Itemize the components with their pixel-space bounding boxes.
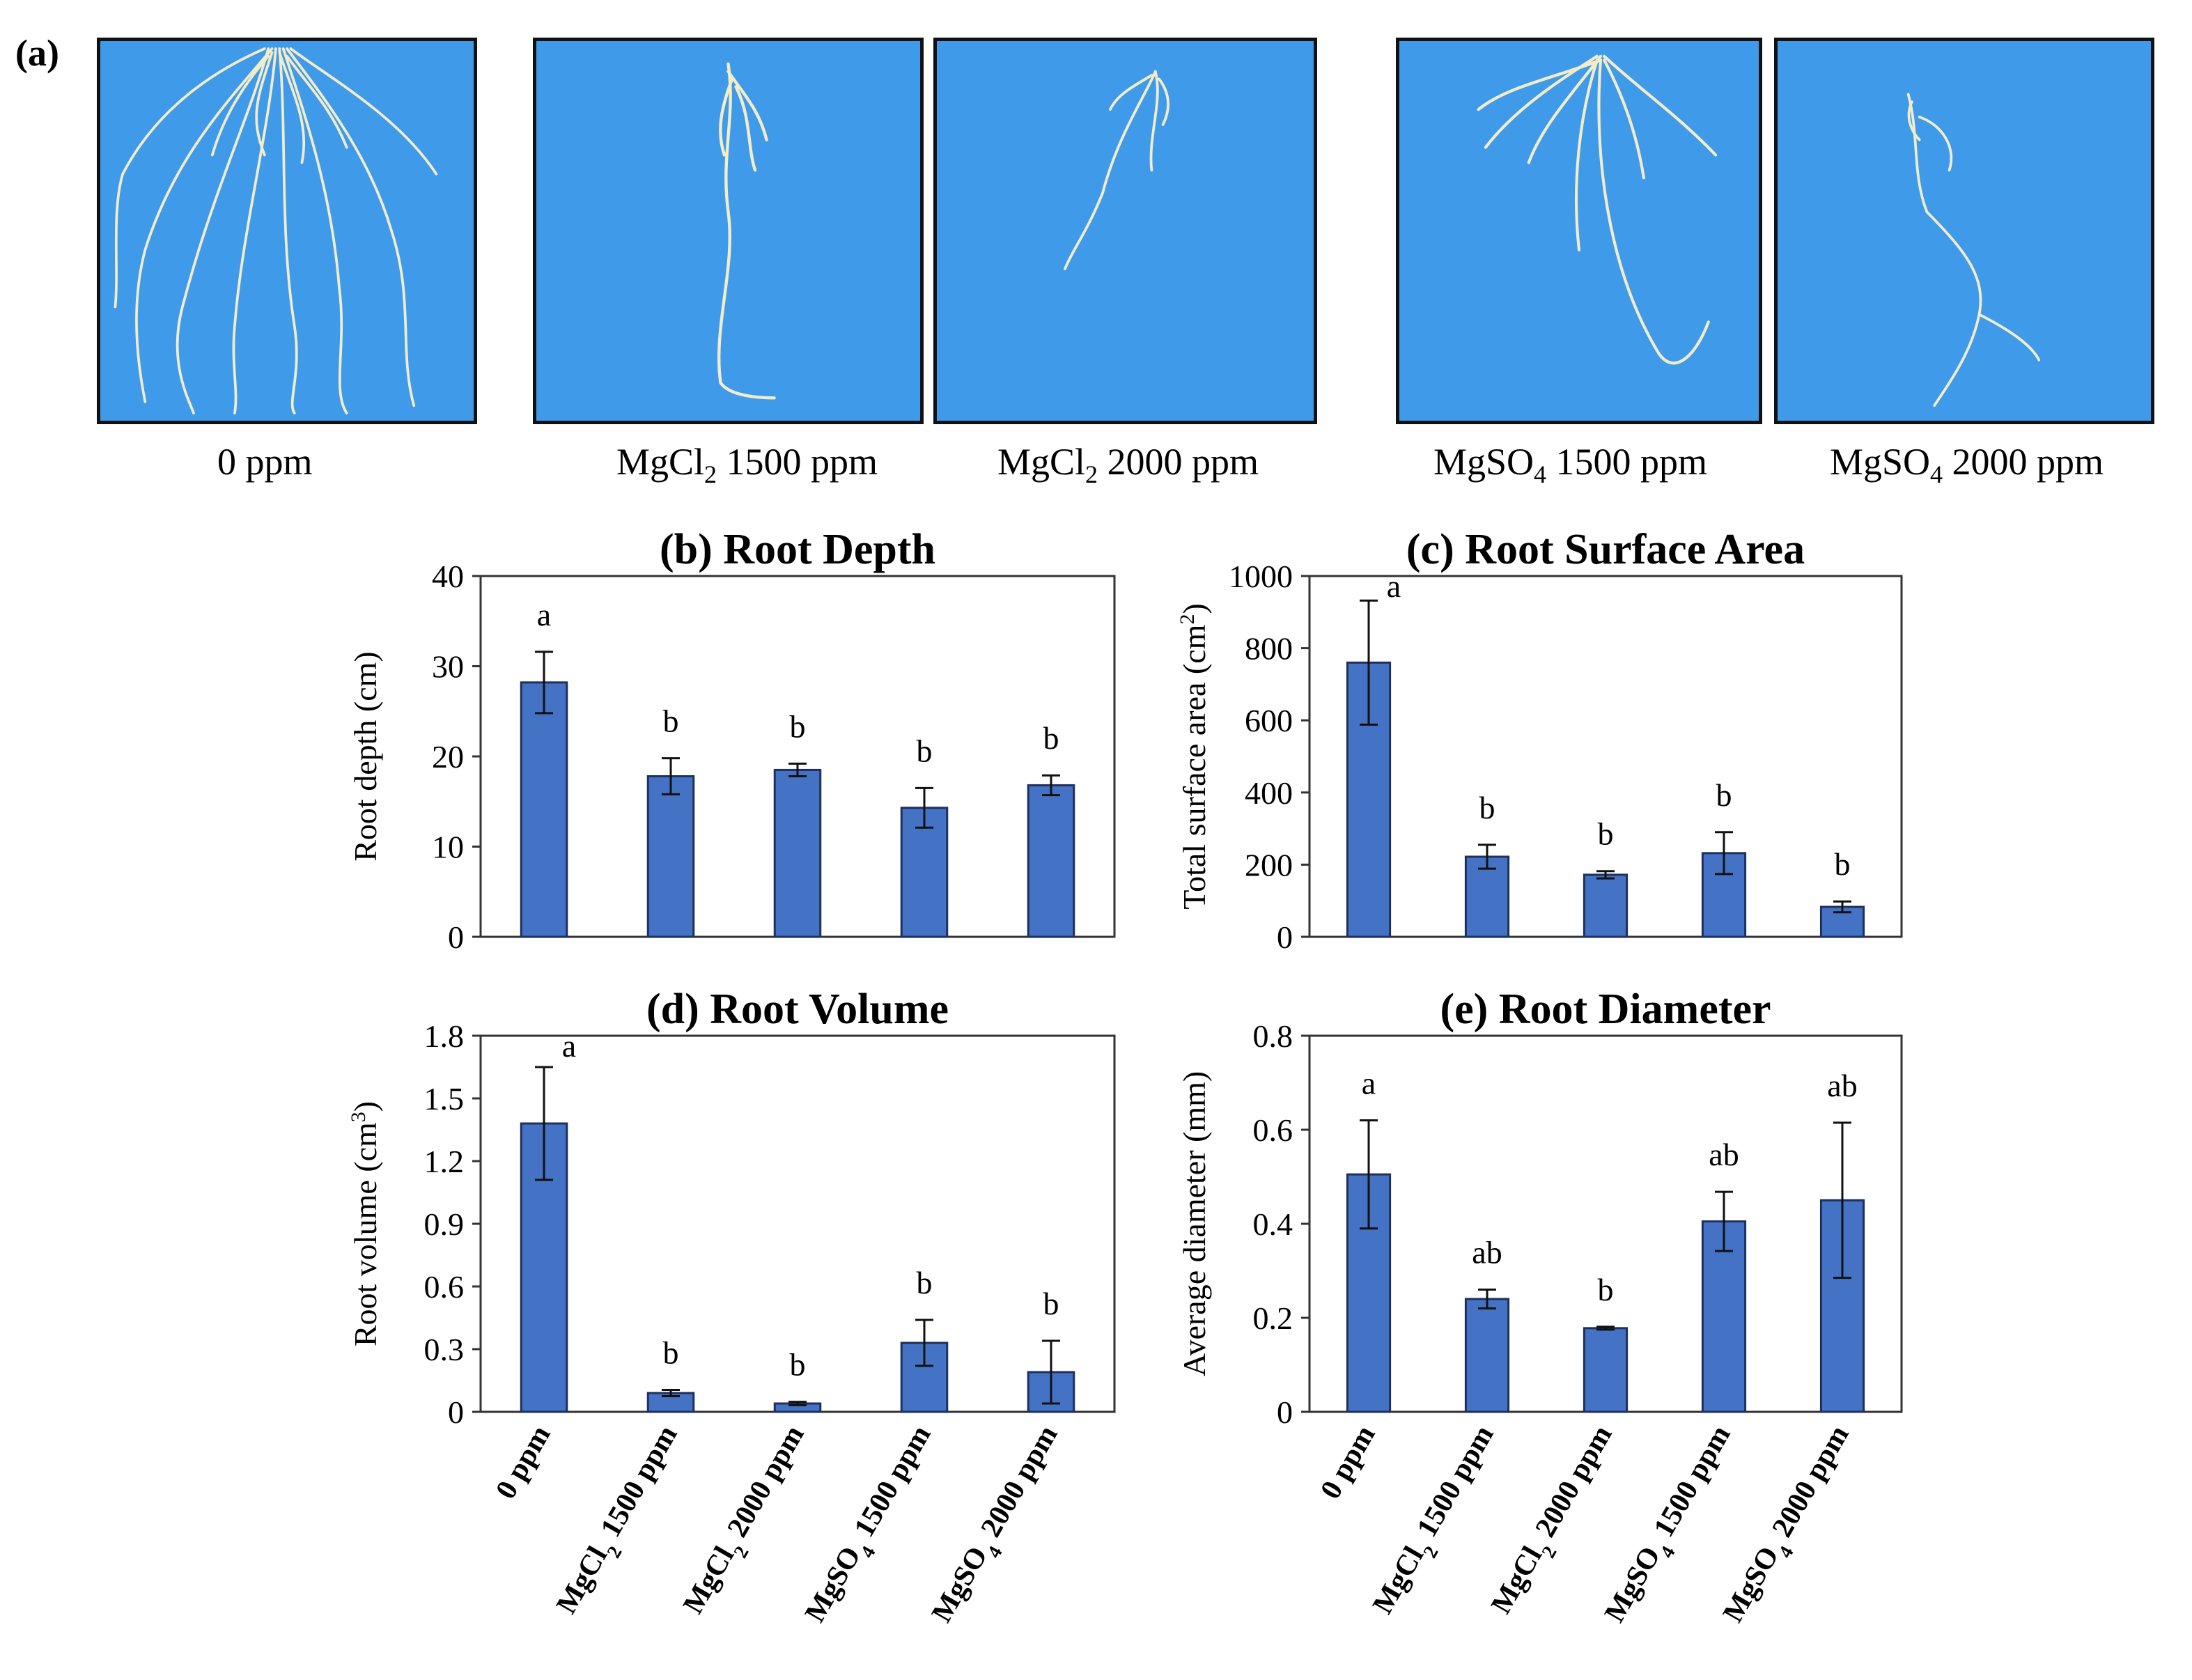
significance-letter: b: [1479, 790, 1495, 825]
bar: [1583, 1327, 1629, 1413]
significance-letter: b: [1598, 1272, 1614, 1307]
root-photo-mgcl2-2000: [933, 38, 1317, 424]
significance-letter: b: [1598, 816, 1614, 852]
chart-title: (e) Root Diameter: [1440, 986, 1771, 1033]
significance-letter: b: [917, 733, 933, 768]
y-tick-label: 0.9: [424, 1206, 465, 1242]
y-tick-label: 20: [432, 739, 464, 775]
y-tick-label: 0: [448, 919, 464, 955]
y-axis-label: Total surface area (cm2): [1176, 603, 1213, 910]
significance-letter: b: [663, 1335, 679, 1371]
y-tick-label: 0.4: [1253, 1206, 1293, 1242]
bar: [646, 775, 695, 938]
y-tick-label: 400: [1245, 775, 1293, 811]
significance-letter: b: [1043, 1286, 1059, 1321]
y-tick-label: 40: [432, 559, 464, 594]
y-tick-label: 1000: [1229, 559, 1293, 594]
y-tick-label: 0.3: [424, 1332, 465, 1367]
photo-label: MgSO4 2000 ppm: [1830, 441, 2104, 488]
significance-letter: b: [1043, 720, 1059, 756]
chart-title: (b) Root Depth: [660, 526, 935, 573]
bar: [773, 768, 822, 938]
significance-letter: a: [562, 1028, 576, 1064]
y-tick-label: 0: [1277, 919, 1293, 955]
significance-letter: b: [1835, 846, 1851, 882]
root-drawing: [1906, 93, 2041, 407]
significance-letter: a: [1387, 568, 1401, 604]
chart-b: (b) Root Depth 0 10 20 30 40 Root depth (cm) a b…: [348, 526, 1116, 955]
panel-a-letter: (a): [15, 32, 59, 74]
x-category-label: MgSO4 2000 ppm: [1717, 1420, 1863, 1632]
y-axis-label: Average diameter (mm): [1176, 1071, 1212, 1376]
x-category-label: 0 ppm: [490, 1420, 557, 1504]
root-drawing: [1477, 54, 1718, 365]
chart-title: (c) Root Surface Area: [1406, 526, 1805, 573]
significance-letter: ab: [1472, 1235, 1502, 1270]
y-tick-label: 0: [448, 1394, 464, 1430]
chart-e: (e) Root Diameter 0 0.2 0.4 0.6 0.8 Average di…: [1176, 986, 1903, 1632]
chart-d: (d) Root Volume 0 0.3 0.6 0.9 1.2 1.5 1.8 Root v…: [347, 986, 1116, 1632]
bar: [1464, 855, 1510, 938]
bar: [520, 681, 568, 938]
y-tick-label: 0: [1277, 1394, 1293, 1430]
y-tick-label: 0.6: [1253, 1112, 1293, 1148]
root-photo-0ppm: [97, 38, 477, 424]
root-drawing: [1064, 70, 1170, 270]
bar: [1701, 1220, 1747, 1413]
x-category-label: MgCl2 1500 ppm: [1367, 1420, 1507, 1624]
y-tick-label: 1.5: [424, 1081, 465, 1117]
significance-letter: b: [1716, 777, 1732, 813]
photo-label: MgCl2 1500 ppm: [616, 441, 878, 488]
y-tick-label: 200: [1245, 847, 1293, 882]
significance-letter: ab: [1709, 1137, 1739, 1172]
significance-letter: b: [790, 708, 806, 744]
y-axis-label: Root depth (cm): [348, 651, 383, 862]
y-tick-label: 0.2: [1253, 1300, 1293, 1336]
significance-letter: ab: [1827, 1068, 1857, 1103]
root-photo-mgso4-1500: [1396, 38, 1762, 424]
y-tick-label: 10: [432, 830, 464, 865]
root-photo-mgcl2-1500: [533, 38, 924, 424]
y-tick-label: 0.6: [424, 1269, 465, 1305]
y-tick-label: 1.8: [424, 1018, 465, 1054]
root-drawing: [717, 62, 776, 400]
photo-label: MgCl2 2000 ppm: [997, 441, 1259, 488]
root-drawing: [114, 47, 438, 415]
photo-label: MgSO4 1500 ppm: [1433, 441, 1708, 488]
y-tick-label: 30: [432, 649, 464, 685]
x-category-label: MgCl2 2000 ppm: [677, 1420, 818, 1624]
x-category-label: MgSO4 1500 ppm: [1599, 1420, 1744, 1632]
y-axis-label: Root volume (cm3): [347, 1101, 384, 1346]
significance-letter: a: [537, 597, 551, 632]
significance-letter: b: [663, 703, 679, 739]
bar: [1027, 784, 1075, 938]
chart-title: (d) Root Volume: [646, 986, 949, 1033]
significance-letter: b: [790, 1347, 806, 1383]
y-tick-label: 0.8: [1253, 1018, 1293, 1054]
y-tick-label: 800: [1245, 631, 1293, 667]
significance-letter: b: [917, 1265, 933, 1300]
photo-label: 0 ppm: [217, 441, 313, 483]
y-tick-label: 1.2: [424, 1144, 465, 1179]
bar: [1464, 1298, 1510, 1413]
chart-c: (c) Root Surface Area 0 200 400 600 800 1000 To…: [1176, 526, 1903, 955]
root-photo-mgso4-2000: [1774, 38, 2154, 424]
bar: [1583, 873, 1629, 938]
x-category-label: MgSO4 1500 ppm: [799, 1420, 945, 1632]
x-category-label: MgCl2 1500 ppm: [550, 1420, 691, 1624]
y-tick-label: 600: [1245, 703, 1293, 738]
significance-letter: a: [1362, 1066, 1376, 1101]
x-category-label: MgCl2 2000 ppm: [1485, 1420, 1626, 1624]
x-category-label: MgSO4 2000 ppm: [926, 1420, 1071, 1632]
x-category-label: 0 ppm: [1314, 1420, 1381, 1504]
